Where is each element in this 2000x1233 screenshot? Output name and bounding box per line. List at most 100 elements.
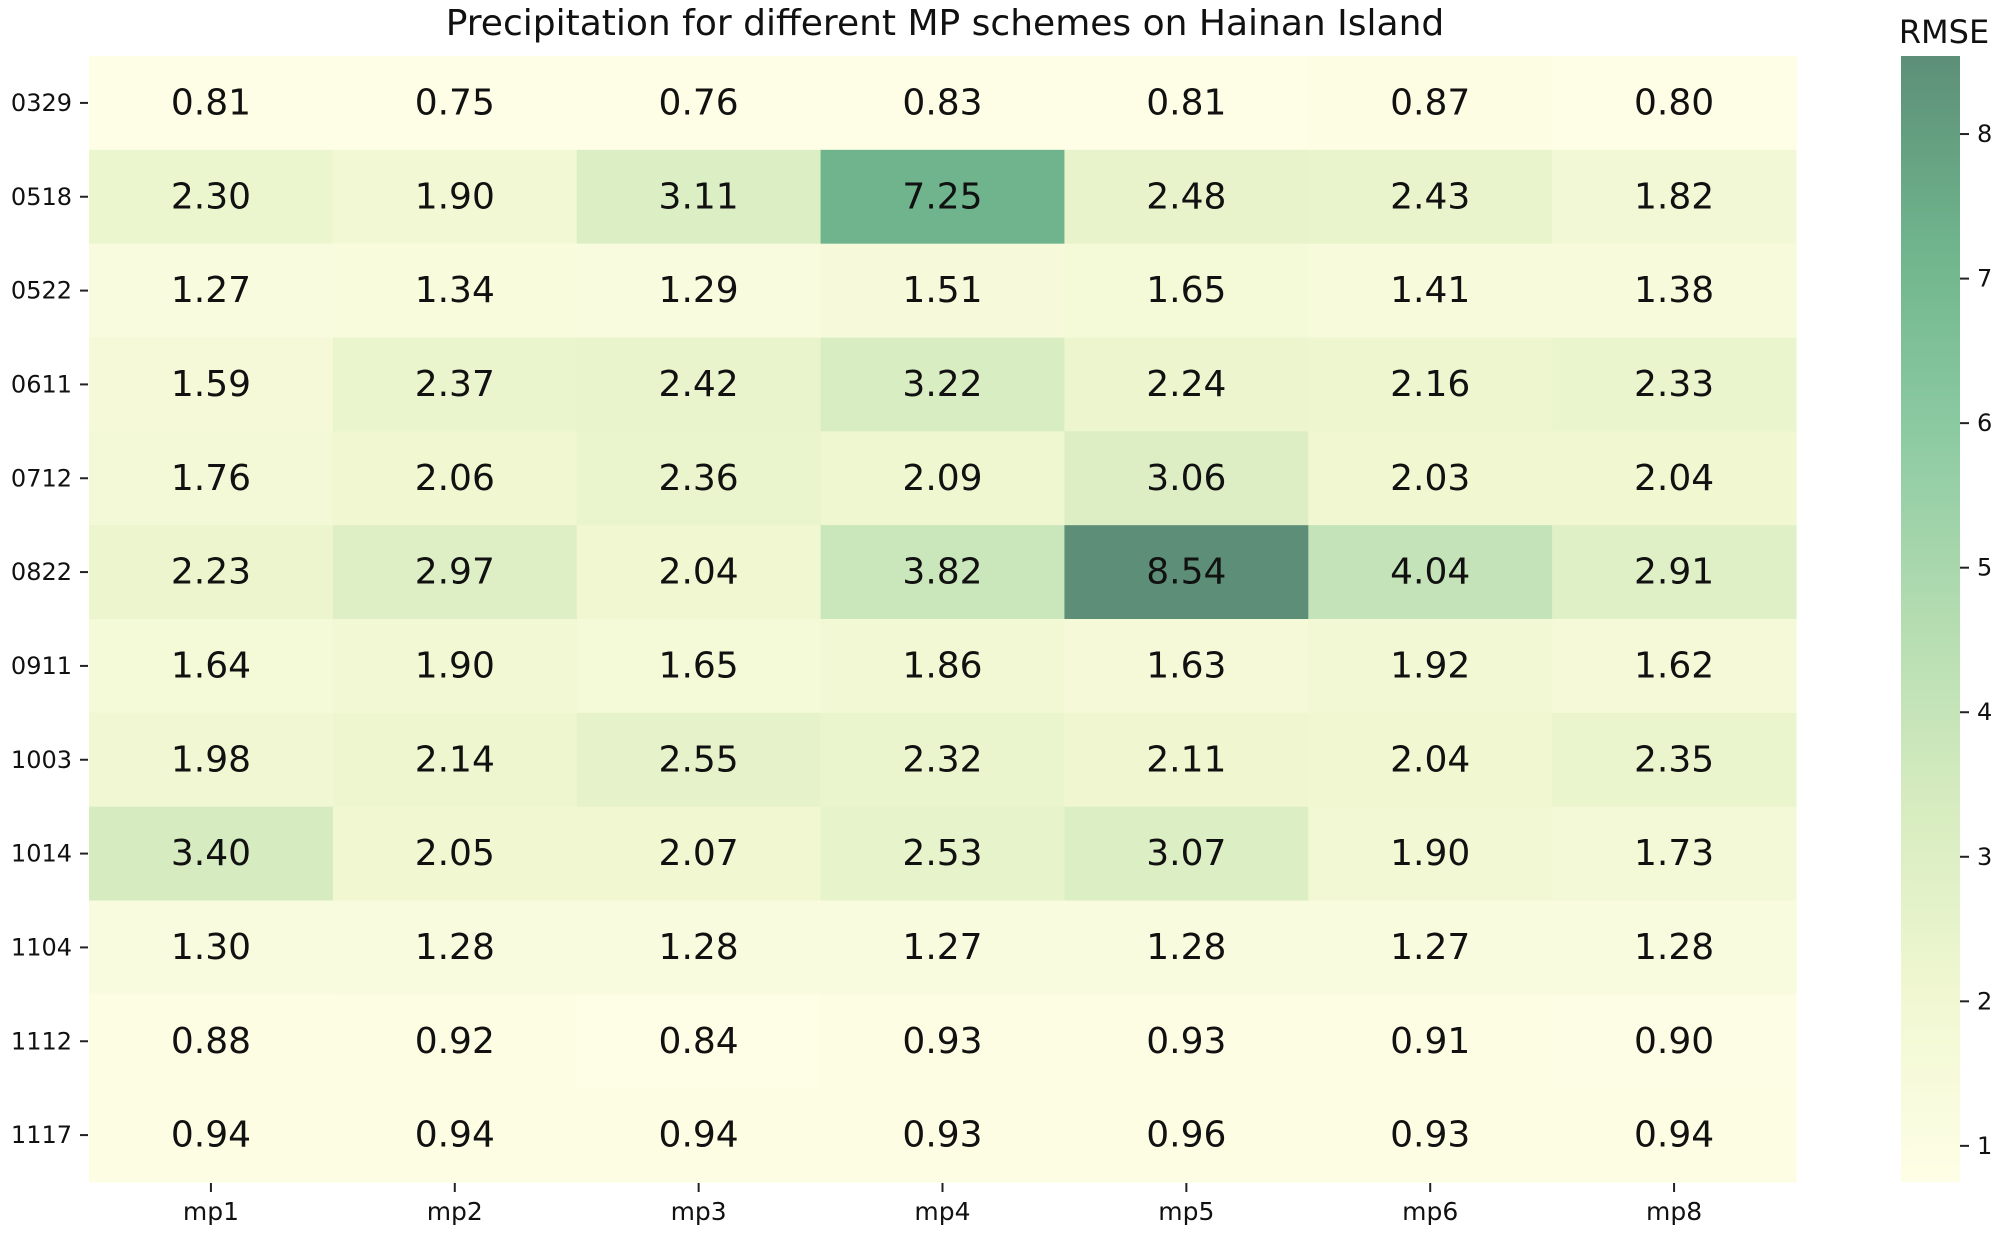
heatmap-cell (89, 149, 334, 245)
heatmap-cell (1308, 1088, 1553, 1183)
heatmap-cell (1552, 56, 1797, 151)
y-tick-label: 0329 (11, 89, 72, 117)
cell-value-label: 0.93 (902, 1021, 982, 1062)
heatmap-cell (1308, 994, 1553, 1089)
cell-value-label: 2.35 (1634, 739, 1714, 780)
cell-value-label: 2.36 (659, 458, 739, 499)
cell-value-label: 0.94 (171, 1115, 251, 1156)
cell-value-label: 0.80 (1634, 82, 1714, 123)
cell-value-label: 2.06 (415, 458, 495, 499)
cell-value-label: 0.88 (171, 1021, 251, 1062)
cell-value-label: 1.76 (171, 458, 251, 499)
cell-value-label: 2.37 (415, 364, 495, 405)
cell-value-label: 2.33 (1634, 364, 1714, 405)
cell-value-label: 1.92 (1390, 645, 1470, 686)
heatmap-cell (576, 1088, 822, 1183)
heatmap-cell (576, 243, 822, 339)
cell-value-label: 2.07 (659, 833, 739, 874)
cell-value-label: 2.91 (1634, 552, 1714, 593)
cell-value-label: 0.87 (1390, 82, 1470, 123)
heatmap-cell (1308, 525, 1553, 620)
cell-value-label: 0.96 (1146, 1115, 1226, 1156)
cell-value-label: 1.65 (659, 645, 739, 686)
cell-value-label: 1.27 (1390, 927, 1470, 968)
heatmap-cell (1064, 994, 1309, 1089)
colorbar-tick-label: 5 (1977, 554, 1992, 582)
cell-value-label: 1.28 (659, 927, 739, 968)
cell-value-label: 3.11 (659, 176, 739, 217)
heatmap-cell (1308, 900, 1553, 995)
y-tick-label: 1003 (11, 746, 72, 774)
heatmap-cell (576, 806, 822, 902)
cell-value-label: 3.40 (171, 833, 251, 874)
cell-value-label: 0.81 (1146, 82, 1226, 123)
cell-value-label: 1.38 (1634, 270, 1714, 311)
colorbar-tick-label: 6 (1977, 409, 1992, 437)
cell-value-label: 2.53 (902, 833, 982, 874)
x-tick-label: mp2 (427, 1197, 483, 1226)
heatmap-cell (1308, 337, 1553, 432)
colorbar-tick-label: 7 (1977, 265, 1992, 293)
cell-value-labels: 0.81 0.75 0.76 0.83 0.81 0.87 0.80 2.30 1.90 3.11… (171, 82, 1714, 1155)
cell-value-label: 2.14 (415, 739, 495, 780)
cell-value-label: 1.28 (1146, 927, 1226, 968)
cell-value-label: 1.90 (415, 645, 495, 686)
heatmap-cell (332, 525, 578, 620)
cell-value-label: 1.30 (171, 927, 251, 968)
heatmap-cell (1552, 1088, 1797, 1183)
cell-value-label: 2.32 (902, 739, 982, 780)
heatmap-cell (1552, 337, 1797, 432)
heatmap-cells (89, 56, 1797, 1183)
cell-value-label: 1.65 (1146, 270, 1226, 311)
x-tick-label: mp5 (1158, 1197, 1214, 1226)
cell-value-label: 0.93 (1390, 1115, 1470, 1156)
heatmap-cell (820, 1088, 1066, 1183)
colorbar-tick-label: 8 (1977, 120, 1992, 148)
colorbar-ticks: 1 2 3 4 5 6 7 8 (1960, 120, 1992, 1160)
cell-value-label: 2.03 (1390, 458, 1470, 499)
x-tick-label: mp1 (183, 1197, 239, 1226)
heatmap-cell (1064, 431, 1309, 526)
heatmap-cell (89, 900, 334, 995)
heatmap-cell (1308, 712, 1553, 808)
cell-value-label: 2.11 (1146, 739, 1226, 780)
y-tick-label: 0911 (11, 652, 72, 680)
cell-value-label: 2.43 (1390, 176, 1470, 217)
heatmap-cell (820, 525, 1066, 620)
heatmap-cell (820, 243, 1066, 339)
heatmap-cell (332, 149, 578, 245)
cell-value-label: 0.75 (415, 82, 495, 123)
cell-value-label: 2.16 (1390, 364, 1470, 405)
heatmap-cell (1308, 619, 1553, 714)
cell-value-label: 1.28 (415, 927, 495, 968)
cell-value-label: 2.55 (659, 739, 739, 780)
x-tick-label: mp3 (671, 1197, 727, 1226)
heatmap-cell (332, 337, 578, 432)
heatmap-cell (89, 431, 334, 526)
heatmap-cell (1064, 337, 1309, 432)
cell-value-label: 2.30 (171, 176, 251, 217)
y-axis: 0329 0518 0522 0611 0712 0822 0911 1003 1014 1104… (11, 89, 88, 1149)
colorbar-label: RMSE (1899, 13, 1989, 51)
heatmap-cell (820, 900, 1066, 995)
cell-value-label: 2.48 (1146, 176, 1226, 217)
heatmap-cell (576, 56, 822, 151)
heatmap-cell (820, 56, 1066, 151)
cell-value-label: 0.84 (659, 1021, 739, 1062)
heatmap-cell (1308, 243, 1553, 339)
heatmap-cell (1064, 525, 1309, 620)
cell-value-label: 1.51 (902, 270, 982, 311)
heatmap-cell (89, 337, 334, 432)
cell-value-label: 1.62 (1634, 645, 1714, 686)
cell-value-label: 0.92 (415, 1021, 495, 1062)
cell-value-label: 0.94 (1634, 1115, 1714, 1156)
y-tick-label: 0822 (11, 558, 72, 586)
cell-value-label: 1.59 (171, 364, 251, 405)
colorbar-tick-label: 3 (1977, 843, 1992, 871)
heatmap-cell (1552, 243, 1797, 339)
colorbar-tick-label: 1 (1977, 1132, 1992, 1160)
cell-value-label: 2.04 (659, 552, 739, 593)
heatmap-cell (1552, 900, 1797, 995)
y-tick-label: 0611 (11, 370, 72, 398)
